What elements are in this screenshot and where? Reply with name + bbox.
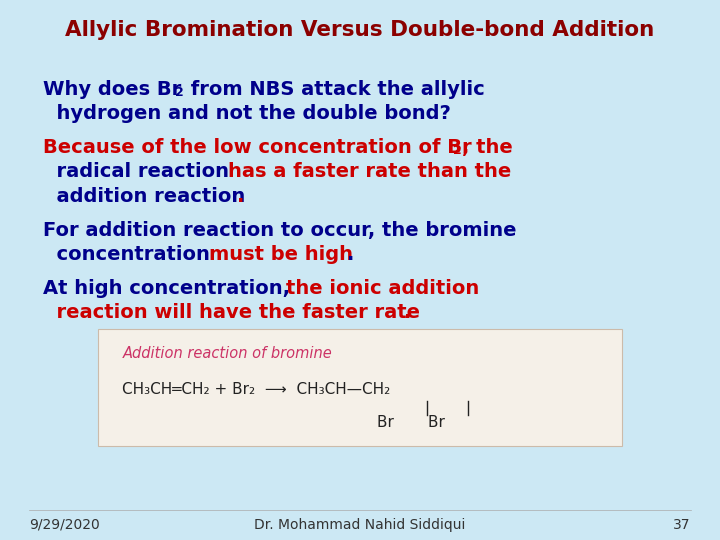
Text: , the: , the [462, 138, 513, 157]
Text: the ionic addition: the ionic addition [286, 279, 480, 298]
Text: Dr. Mohammad Nahid Siddiqui: Dr. Mohammad Nahid Siddiqui [254, 518, 466, 532]
Text: At high concentration,: At high concentration, [43, 279, 297, 298]
Text: For addition reaction to occur, the bromine: For addition reaction to occur, the brom… [43, 220, 517, 240]
Text: Why does Br: Why does Br [43, 79, 181, 99]
FancyBboxPatch shape [98, 329, 622, 445]
Text: Allylic Bromination Versus Double-bond Addition: Allylic Bromination Versus Double-bond A… [66, 19, 654, 40]
Text: addition reaction: addition reaction [43, 186, 246, 206]
Text: 2: 2 [176, 86, 184, 99]
Text: 9/29/2020: 9/29/2020 [30, 518, 100, 532]
Text: 37: 37 [673, 518, 690, 532]
Text: CH₃CH═CH₂ + Br₂  ⟶  CH₃CH—CH₂: CH₃CH═CH₂ + Br₂ ⟶ CH₃CH—CH₂ [122, 382, 391, 397]
Text: .: . [347, 245, 354, 264]
Text: concentration: concentration [43, 245, 217, 264]
Text: .: . [404, 303, 411, 322]
Text: Br       Br: Br Br [377, 415, 445, 430]
Text: Addition reaction of bromine: Addition reaction of bromine [122, 346, 332, 361]
Text: .: . [237, 186, 244, 206]
Text: has a faster rate than the: has a faster rate than the [228, 162, 510, 181]
Text: Because of the low concentration of Br: Because of the low concentration of Br [43, 138, 472, 157]
Text: reaction will have the faster rate: reaction will have the faster rate [43, 303, 420, 322]
Text: must be high: must be high [210, 245, 354, 264]
Text: 2: 2 [453, 144, 462, 157]
Text: hydrogen and not the double bond?: hydrogen and not the double bond? [43, 104, 451, 123]
Text: from NBS attack the allylic: from NBS attack the allylic [184, 79, 485, 99]
Text: radical reaction: radical reaction [43, 162, 236, 181]
